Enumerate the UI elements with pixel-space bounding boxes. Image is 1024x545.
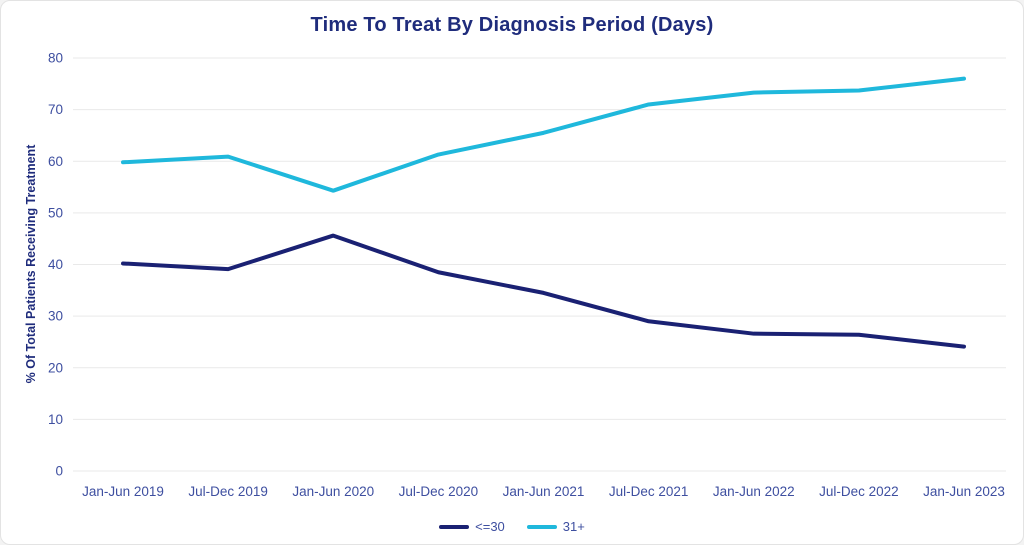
legend-label: <=30: [475, 519, 505, 534]
x-tick-label: Jan-Jun 2020: [292, 484, 374, 499]
series-line-30: [121, 233, 966, 349]
legend-swatch: [439, 524, 470, 529]
x-tick-label: Jan-Jun 2019: [82, 484, 164, 499]
y-tick-label: 20: [48, 360, 63, 375]
y-tick-label: 50: [48, 205, 63, 220]
y-tick-label: 10: [48, 412, 63, 427]
y-tick-label: 40: [48, 257, 63, 272]
legend-item: <=30: [439, 519, 505, 534]
legend-item: 31+: [526, 519, 585, 534]
x-tick-label: Jul-Dec 2019: [188, 484, 268, 499]
x-tick-label: Jan-Jun 2022: [713, 484, 795, 499]
x-tick-label: Jul-Dec 2020: [399, 484, 479, 499]
y-tick-label: 70: [48, 102, 63, 117]
x-tick-label: Jul-Dec 2022: [819, 484, 899, 499]
legend-swatch: [526, 524, 557, 529]
y-tick-label: 80: [48, 51, 63, 66]
x-tick-label: Jan-Jun 2023: [923, 484, 1005, 499]
legend-label: 31+: [562, 519, 585, 534]
y-tick-label: 30: [48, 309, 63, 324]
x-tick-label: Jul-Dec 2021: [609, 484, 689, 499]
chart-title: Time To Treat By Diagnosis Period (Days): [310, 14, 714, 36]
series-line-31+: [121, 76, 966, 193]
chart-legend: <=30 31+: [1, 519, 1023, 534]
y-tick-label: 60: [48, 154, 63, 169]
x-tick-label: Jan-Jun 2021: [503, 484, 585, 499]
y-tick-label: 0: [55, 464, 63, 479]
